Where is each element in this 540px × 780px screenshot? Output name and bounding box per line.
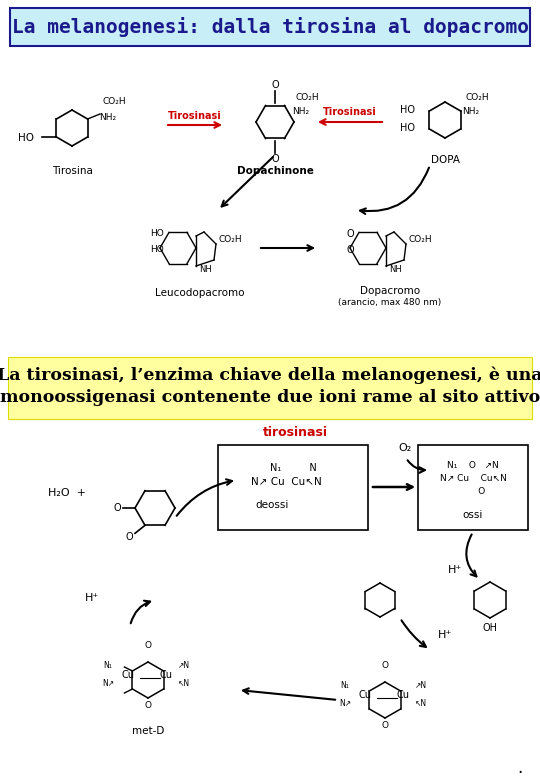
- Text: CO₂H: CO₂H: [408, 236, 432, 244]
- Text: ↖N: ↖N: [178, 679, 190, 689]
- Text: ossi: ossi: [463, 510, 483, 520]
- Text: CO₂H: CO₂H: [218, 236, 242, 244]
- Text: HO: HO: [400, 105, 415, 115]
- Text: La tirosinasi, l’enzima chiave della melanogenesi, è una: La tirosinasi, l’enzima chiave della mel…: [0, 367, 540, 384]
- Text: Tirosinasi: Tirosinasi: [168, 111, 222, 121]
- Text: NH₂: NH₂: [293, 108, 309, 116]
- Text: H⁺: H⁺: [85, 593, 99, 603]
- Text: H⁺: H⁺: [448, 565, 462, 575]
- Text: O: O: [145, 701, 152, 711]
- Text: H₂O  +: H₂O +: [48, 488, 86, 498]
- Text: N₁: N₁: [341, 682, 349, 690]
- Text: deossi: deossi: [255, 500, 289, 510]
- Text: tirosinasi: tirosinasi: [262, 426, 327, 438]
- Text: DOPA: DOPA: [430, 155, 460, 165]
- Text: O: O: [381, 661, 388, 671]
- Text: O: O: [346, 229, 354, 239]
- Text: Dopachinone: Dopachinone: [237, 166, 313, 176]
- Text: HO: HO: [150, 229, 164, 239]
- Text: NH₂: NH₂: [99, 114, 117, 122]
- Text: O: O: [145, 641, 152, 651]
- Text: OH: OH: [483, 623, 497, 633]
- Text: Tirosina: Tirosina: [51, 166, 92, 176]
- Text: La melanogenesi: dalla tirosina al dopacromo: La melanogenesi: dalla tirosina al dopac…: [11, 17, 529, 37]
- Text: O: O: [125, 532, 133, 542]
- Text: Leucodopacromo: Leucodopacromo: [156, 288, 245, 298]
- Bar: [10, 8, 530, 46]
- Text: ↖N: ↖N: [415, 700, 427, 708]
- Text: O: O: [381, 722, 388, 731]
- Text: HO: HO: [18, 133, 34, 143]
- Text: N↗: N↗: [339, 700, 351, 708]
- Text: N↗ Cu    Cu↖N: N↗ Cu Cu↖N: [440, 473, 507, 483]
- Text: NH₂: NH₂: [462, 108, 480, 116]
- Text: N↗: N↗: [102, 679, 114, 689]
- Text: Cu: Cu: [359, 690, 372, 700]
- Text: ↗N: ↗N: [178, 661, 190, 671]
- Text: O: O: [271, 154, 279, 164]
- Text: met-D: met-D: [132, 726, 164, 736]
- Text: O: O: [271, 80, 279, 90]
- Bar: [418, 445, 528, 530]
- Text: CO₂H: CO₂H: [102, 98, 126, 107]
- Text: CO₂H: CO₂H: [465, 94, 489, 102]
- Text: ↗N: ↗N: [415, 682, 427, 690]
- Text: .: .: [517, 759, 523, 777]
- Text: O: O: [461, 488, 485, 497]
- Text: Dopacromo: Dopacromo: [360, 286, 420, 296]
- Text: NH: NH: [390, 265, 402, 275]
- Text: O: O: [113, 503, 121, 513]
- Bar: [8, 357, 532, 419]
- Text: H⁺: H⁺: [438, 630, 452, 640]
- Text: monoossigenasi contenente due ioni rame al sito attivo: monoossigenasi contenente due ioni rame …: [0, 388, 540, 406]
- Text: CO₂H: CO₂H: [295, 94, 319, 102]
- Text: N₁         N: N₁ N: [269, 463, 316, 473]
- Text: N₁    O   ↗N: N₁ O ↗N: [447, 460, 499, 470]
- Text: HO: HO: [150, 246, 164, 254]
- Text: O₂: O₂: [398, 443, 411, 453]
- Text: NH: NH: [200, 265, 212, 275]
- Text: Cu: Cu: [396, 690, 409, 700]
- Text: HO: HO: [400, 123, 415, 133]
- Text: Cu: Cu: [122, 670, 134, 680]
- Text: N₁: N₁: [104, 661, 112, 671]
- Text: O: O: [346, 245, 354, 255]
- Text: (arancio, max 480 nm): (arancio, max 480 nm): [339, 298, 442, 307]
- Text: Tirosinasi: Tirosinasi: [323, 107, 377, 117]
- Text: N↗ Cu  Cu↖N: N↗ Cu Cu↖N: [251, 477, 321, 487]
- Bar: [218, 445, 368, 530]
- Text: Cu: Cu: [159, 670, 172, 680]
